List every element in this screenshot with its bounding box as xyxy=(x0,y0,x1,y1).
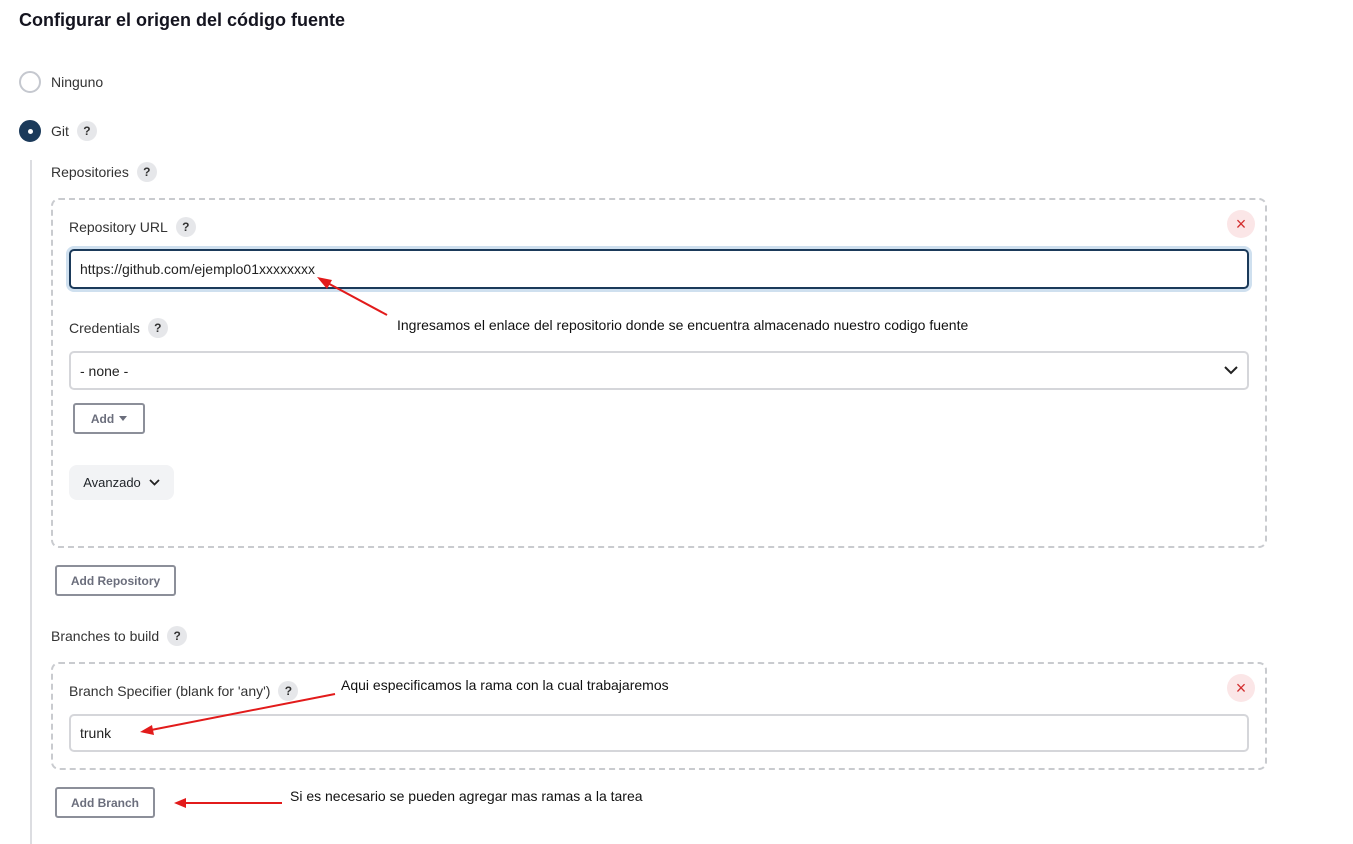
branch-annotation: Aqui especificamos la rama con la cual t… xyxy=(341,677,669,693)
credentials-label: Credentials xyxy=(69,320,140,336)
repository-url-value: https://github.com/ejemplo01xxxxxxxx xyxy=(80,261,315,277)
branches-header: Branches to build ? xyxy=(51,626,188,646)
radio-none-label: Ninguno xyxy=(51,74,104,90)
chevron-down-icon xyxy=(149,479,160,486)
advanced-label: Avanzado xyxy=(83,475,141,490)
advanced-button[interactable]: Avanzado xyxy=(69,465,174,500)
add-branch-annotation: Si es necesario se pueden agregar mas ra… xyxy=(290,788,643,804)
repo-url-annotation: Ingresamos el enlace del repositorio don… xyxy=(397,317,969,333)
radio-option-git[interactable]: Git ? xyxy=(19,120,97,142)
repositories-header: Repositories ? xyxy=(51,162,157,182)
add-repository-button[interactable]: Add Repository xyxy=(55,565,176,596)
repository-url-label: Repository URL xyxy=(69,219,168,235)
caret-down-icon xyxy=(119,416,128,421)
radio-none[interactable] xyxy=(19,71,41,93)
credentials-select[interactable]: - none - xyxy=(69,351,1249,390)
repository-url-header: Repository URL ? xyxy=(69,217,196,237)
add-credentials-button[interactable]: Add xyxy=(73,403,145,434)
add-credentials-label: Add xyxy=(90,411,115,426)
radio-option-none[interactable]: Ninguno xyxy=(19,71,103,93)
remove-branch-close-icon[interactable]: × xyxy=(1227,674,1255,702)
branch-specifier-input[interactable]: trunk xyxy=(69,714,1249,752)
branches-label: Branches to build xyxy=(51,628,160,644)
section-title: Configurar el origen del código fuente xyxy=(19,10,346,30)
repository-entry xyxy=(51,198,1267,548)
branch-entry xyxy=(51,662,1267,770)
credentials-header: Credentials ? xyxy=(69,318,168,338)
add-branch-button[interactable]: Add Branch xyxy=(55,787,155,818)
git-help-icon[interactable]: ? xyxy=(76,121,97,141)
repository-url-input[interactable]: https://github.com/ejemplo01xxxxxxxx xyxy=(69,249,1249,289)
radio-git-label: Git xyxy=(51,123,69,139)
git-section-guide-line xyxy=(30,160,32,844)
remove-repository-close-icon[interactable]: × xyxy=(1227,210,1255,238)
repositories-label: Repositories xyxy=(51,164,129,180)
arrow-head-add-branch xyxy=(174,798,186,808)
credentials-selected-value: - none - xyxy=(80,362,129,379)
credentials-help-icon[interactable]: ? xyxy=(147,318,168,338)
repositories-help-icon[interactable]: ? xyxy=(136,162,157,182)
branch-specifier-value: trunk xyxy=(80,725,112,741)
branch-specifier-header: Branch Specifier (blank for 'any') ? xyxy=(69,681,299,701)
repository-url-help-icon[interactable]: ? xyxy=(175,217,196,237)
branch-specifier-label: Branch Specifier (blank for 'any') xyxy=(69,683,271,699)
radio-git[interactable] xyxy=(19,120,41,142)
branch-specifier-help-icon[interactable]: ? xyxy=(278,681,299,701)
branches-help-icon[interactable]: ? xyxy=(167,626,188,646)
chevron-down-icon xyxy=(1224,366,1238,375)
